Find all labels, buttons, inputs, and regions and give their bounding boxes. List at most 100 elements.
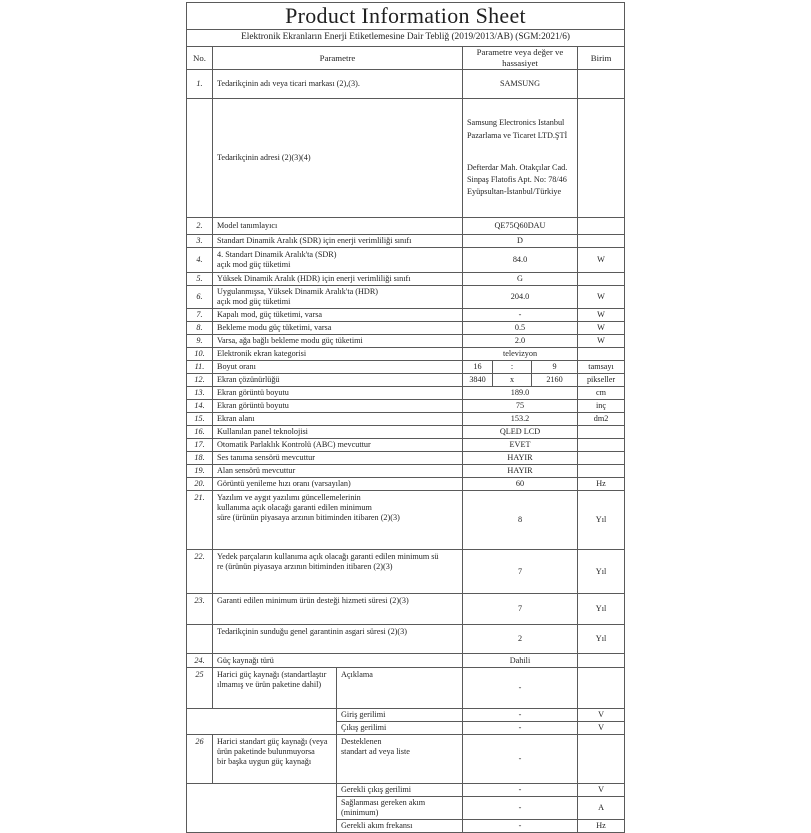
parameter-label: Standart Dinamik Aralık (SDR) için enerj… <box>212 234 463 248</box>
resolution-width: 3840 <box>462 373 493 387</box>
value-cell: 153.2 <box>462 412 578 426</box>
merged-empty-cell <box>186 708 337 735</box>
value-cell: HAYIR <box>462 451 578 465</box>
parameter-label: Boyut oranı <box>212 360 463 374</box>
parameter-sublabel: Giriş gerilimi <box>336 708 463 722</box>
parameter-label: Ekran görüntü boyutu <box>212 399 463 413</box>
unit-cell <box>576 234 626 248</box>
regulation-subtitle: Elektronik Ekranların Enerji Etiketlemes… <box>185 29 626 47</box>
value-cell: D <box>462 234 578 248</box>
row-number: 3. <box>186 234 213 248</box>
value-cell: - <box>462 667 578 709</box>
row-number: 18. <box>186 451 213 465</box>
value-cell: - <box>462 819 578 833</box>
address-paragraph: Defterdar Mah. Otakçılar Cad. Sinpaş Fla… <box>467 162 568 197</box>
unit-cell <box>576 451 626 465</box>
parameter-label: Tedarikçinin adı veya ticari markası (2)… <box>212 69 463 99</box>
row-number: 6. <box>186 285 213 309</box>
unit-cell <box>576 734 626 784</box>
value-cell: QE75Q60DAU <box>462 217 578 235</box>
row-number: 7. <box>186 308 213 322</box>
parameter-label: Kapalı mod, güç tüketimi, varsa <box>212 308 463 322</box>
aspect-ratio-separator: : <box>492 360 532 374</box>
row-number: 22. <box>186 549 213 594</box>
value-cell: 7 <box>462 549 578 594</box>
parameter-label: Yüksek Dinamik Aralık (HDR) için enerji … <box>212 272 463 286</box>
value-cell: 2 <box>462 624 578 654</box>
value-cell: - <box>462 721 578 735</box>
parameter-label: 4. Standart Dinamik Aralık'ta (SDR) açık… <box>212 247 463 273</box>
parameter-label: Görüntü yenileme hızı oranı (varsayılan) <box>212 477 463 491</box>
parameter-label: Otomatik Parlaklık Kontrolü (ABC) mevcut… <box>212 438 463 452</box>
unit-cell: Yıl <box>576 490 626 550</box>
parameter-label: Ekran görüntü boyutu <box>212 386 463 400</box>
value-cell: 7 <box>462 593 578 625</box>
value-cell: 0.5 <box>462 321 578 335</box>
unit-cell <box>576 438 626 452</box>
parameter-sublabel: Gerekli çıkış gerilimi <box>336 783 463 797</box>
row-number: 23. <box>186 593 213 625</box>
row-number: 11. <box>186 360 213 374</box>
col-header-no: No. <box>186 46 213 70</box>
unit-cell: V <box>576 783 626 797</box>
unit-cell <box>576 69 626 99</box>
value-cell: HAYIR <box>462 464 578 478</box>
row-number: 21. <box>186 490 213 550</box>
parameter-label: Alan sensörü mevcuttur <box>212 464 463 478</box>
row-number: 4. <box>186 247 213 273</box>
row-number: 25 <box>186 667 213 709</box>
unit-cell: W <box>576 321 626 335</box>
row-number: 16. <box>186 425 213 439</box>
value-cell: EVET <box>462 438 578 452</box>
col-header-value: Parametre veya değer ve hassasiyet <box>462 46 578 70</box>
parameter-label: Elektronik ekran kategorisi <box>212 347 463 361</box>
merged-empty-cell <box>186 783 337 833</box>
row-number: 26 <box>186 734 213 784</box>
row-number: 10. <box>186 347 213 361</box>
value-cell: Dahili <box>462 653 578 668</box>
value-cell: - <box>462 308 578 322</box>
parameter-label: Tedarikçinin adresi (2)(3)(4) <box>212 98 463 218</box>
value-cell: - <box>462 783 578 797</box>
aspect-ratio-width: 16 <box>462 360 493 374</box>
row-number: 14. <box>186 399 213 413</box>
parameter-label: Garanti edilen minimum ürün desteği hizm… <box>212 593 463 625</box>
supplier-address-value: Samsung Electronics Istanbul Pazarlama v… <box>462 98 578 218</box>
unit-cell: Yıl <box>576 624 626 654</box>
parameter-label: Varsa, ağa bağlı bekleme modu güç tüketi… <box>212 334 463 348</box>
parameter-label: Yazılım ve aygıt yazılımı güncellemeleri… <box>212 490 463 550</box>
parameter-label: Uygulanmışsa, Yüksek Dinamik Aralık'ta (… <box>212 285 463 309</box>
parameter-label: Yedek parçaların kullanıma açık olacağı … <box>212 549 463 594</box>
value-cell: 8 <box>462 490 578 550</box>
parameter-label: Harici standart güç kaynağı (veya ürün p… <box>212 734 337 784</box>
unit-cell: dm2 <box>576 412 626 426</box>
value-cell: 189.0 <box>462 386 578 400</box>
unit-cell: A <box>576 796 626 820</box>
col-header-birim: Birim <box>576 46 626 70</box>
parameter-sublabel: Çıkış gerilimi <box>336 721 463 735</box>
unit-cell <box>576 425 626 439</box>
row-number: 15. <box>186 412 213 426</box>
row-number <box>186 624 213 654</box>
value-cell: - <box>462 796 578 820</box>
parameter-label: Güç kaynağı türü <box>212 653 463 668</box>
unit-cell: inç <box>576 399 626 413</box>
value-cell: QLED LCD <box>462 425 578 439</box>
unit-cell <box>576 464 626 478</box>
parameter-label: Tedarikçinin sunduğu genel garantinin as… <box>212 624 463 654</box>
product-info-table: Product Information Sheet Elektronik Ekr… <box>185 2 626 833</box>
unit-cell <box>576 347 626 361</box>
row-number: 1. <box>186 69 213 99</box>
unit-cell: Hz <box>576 477 626 491</box>
row-number: 8. <box>186 321 213 335</box>
unit-cell: cm <box>576 386 626 400</box>
parameter-sublabel: Gerekli akım frekansı <box>336 819 463 833</box>
col-header-parametre: Parametre <box>212 46 463 70</box>
value-cell: 60 <box>462 477 578 491</box>
unit-cell: W <box>576 308 626 322</box>
unit-cell: Yıl <box>576 593 626 625</box>
parameter-sublabel: Sağlanması gereken akım (minimum) <box>336 796 463 820</box>
row-number: 17. <box>186 438 213 452</box>
aspect-ratio-height: 9 <box>531 360 578 374</box>
row-number: 20. <box>186 477 213 491</box>
